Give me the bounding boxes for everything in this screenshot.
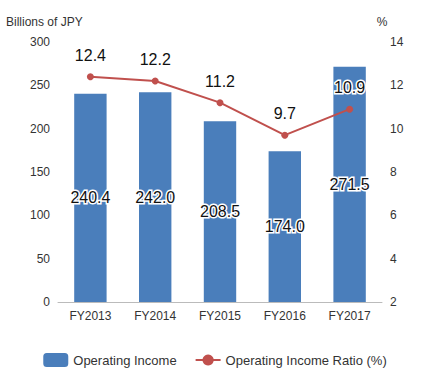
svg-text:11.2: 11.2 bbox=[205, 73, 235, 90]
svg-text:4: 4 bbox=[390, 252, 397, 266]
svg-text:242.0: 242.0 bbox=[135, 189, 175, 206]
svg-text:FY2016: FY2016 bbox=[264, 309, 306, 323]
svg-text:10.9: 10.9 bbox=[334, 79, 365, 96]
svg-text:6: 6 bbox=[390, 208, 397, 222]
svg-text:2: 2 bbox=[390, 295, 397, 309]
svg-text:150: 150 bbox=[30, 165, 50, 179]
svg-text:208.5: 208.5 bbox=[200, 203, 240, 220]
svg-text:8: 8 bbox=[390, 165, 397, 179]
svg-text:174.0: 174.0 bbox=[265, 218, 305, 235]
svg-text:100: 100 bbox=[30, 208, 50, 222]
svg-text:240.4: 240.4 bbox=[70, 189, 110, 206]
svg-text:Billions of JPY: Billions of JPY bbox=[6, 15, 83, 29]
svg-text:9.7: 9.7 bbox=[274, 105, 296, 122]
svg-text:300: 300 bbox=[30, 35, 50, 49]
svg-text:12.4: 12.4 bbox=[75, 47, 106, 64]
svg-text:FY2013: FY2013 bbox=[69, 309, 111, 323]
svg-text:12.2: 12.2 bbox=[140, 51, 171, 68]
svg-text:250: 250 bbox=[30, 78, 50, 92]
svg-text:FY2014: FY2014 bbox=[134, 309, 176, 323]
svg-text:%: % bbox=[377, 15, 388, 29]
svg-text:50: 50 bbox=[37, 252, 51, 266]
svg-text:Operating Income Ratio (%): Operating Income Ratio (%) bbox=[226, 353, 387, 368]
svg-text:10: 10 bbox=[390, 122, 404, 136]
svg-text:FY2015: FY2015 bbox=[199, 309, 241, 323]
svg-text:0: 0 bbox=[43, 295, 50, 309]
svg-text:FY2017: FY2017 bbox=[329, 309, 371, 323]
svg-text:14: 14 bbox=[390, 35, 404, 49]
svg-text:271.5: 271.5 bbox=[330, 176, 370, 193]
svg-text:12: 12 bbox=[390, 78, 404, 92]
svg-text:200: 200 bbox=[30, 122, 50, 136]
svg-text:Operating Income: Operating Income bbox=[73, 353, 176, 368]
